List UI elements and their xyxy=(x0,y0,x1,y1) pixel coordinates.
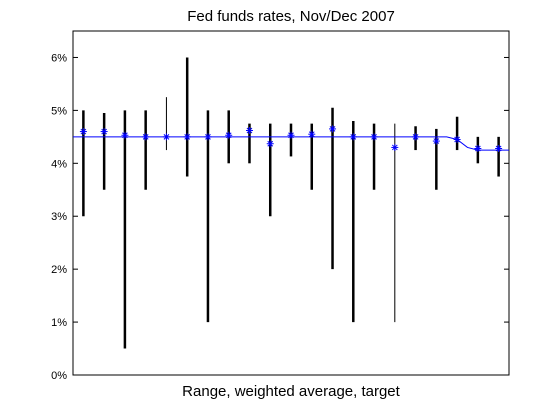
average-marker xyxy=(474,144,482,152)
target-line xyxy=(73,136,509,151)
y-tick-label: 4% xyxy=(51,158,67,170)
y-axis: 0% 1% 2% 3% 4% 5% 6% xyxy=(51,52,509,382)
average-marker xyxy=(287,131,295,139)
average-marker xyxy=(225,131,233,139)
average-marker xyxy=(266,140,274,148)
y-tick-label: 2% xyxy=(51,264,67,276)
average-markers xyxy=(79,125,503,152)
y-tick-label: 0% xyxy=(51,370,67,382)
average-marker xyxy=(432,137,440,145)
target-rate-line xyxy=(73,136,509,151)
x-axis-label: Range, weighted average, target xyxy=(182,383,400,400)
average-marker xyxy=(142,133,150,141)
average-marker xyxy=(412,133,420,141)
average-marker xyxy=(370,133,378,141)
average-marker xyxy=(245,126,253,134)
average-marker xyxy=(183,133,191,141)
average-marker xyxy=(204,133,212,141)
average-marker xyxy=(495,144,503,152)
average-marker xyxy=(308,130,316,138)
average-marker xyxy=(349,133,357,141)
average-marker xyxy=(79,128,87,136)
plot-area xyxy=(72,30,510,376)
y-tick-label: 6% xyxy=(51,52,67,64)
average-marker xyxy=(329,125,337,133)
average-marker xyxy=(391,143,399,151)
average-marker xyxy=(453,135,461,143)
average-marker xyxy=(121,131,129,139)
chart-title: Fed funds rates, Nov/Dec 2007 xyxy=(187,8,395,25)
y-tick-label: 5% xyxy=(51,105,67,117)
range-bars xyxy=(82,57,500,349)
average-marker xyxy=(100,128,108,136)
y-tick-label: 1% xyxy=(51,317,67,329)
y-tick-label: 3% xyxy=(51,211,67,223)
average-marker xyxy=(162,133,170,141)
